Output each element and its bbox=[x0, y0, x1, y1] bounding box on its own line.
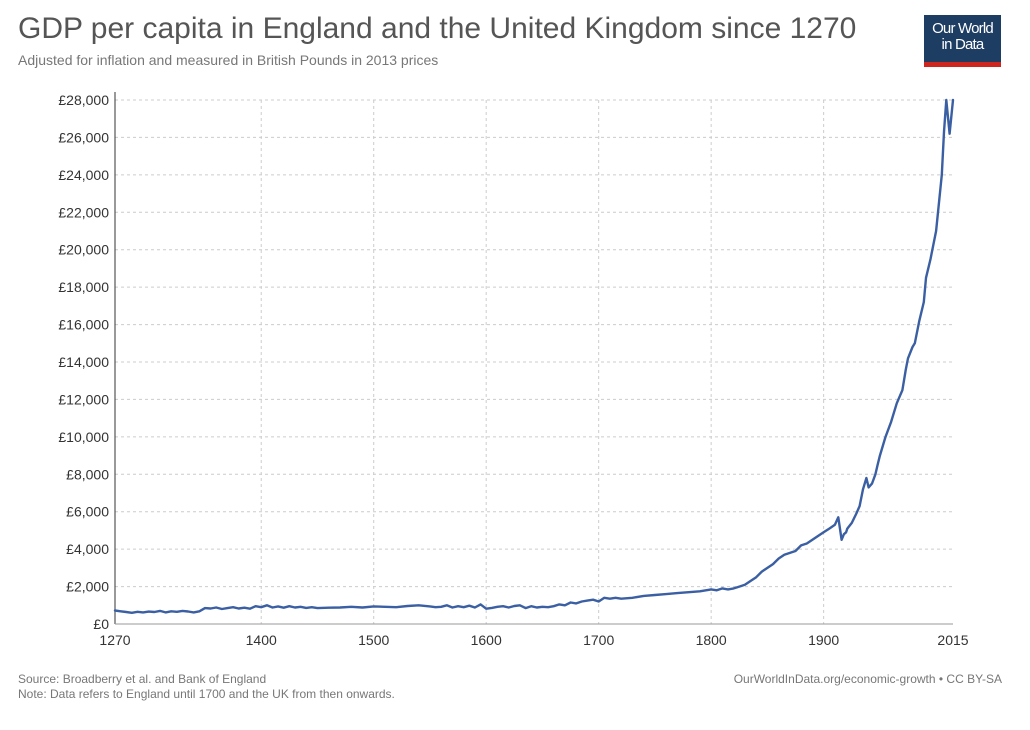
y-tick-label: £4,000 bbox=[66, 541, 109, 557]
x-tick-label: 1400 bbox=[246, 632, 277, 648]
gdp-per-capita-line bbox=[113, 98, 955, 614]
logo-text-line1: Our World bbox=[932, 20, 994, 37]
source-text: Source: Broadberry et al. and Bank of En… bbox=[18, 672, 267, 686]
y-tick-label: £10,000 bbox=[58, 429, 109, 445]
y-tick-label: £28,000 bbox=[58, 92, 109, 108]
x-tick-label: 2015 bbox=[937, 632, 968, 648]
y-tick-label: £16,000 bbox=[58, 317, 109, 333]
y-tick-label: £24,000 bbox=[58, 167, 109, 183]
x-tick-label: 1500 bbox=[358, 632, 389, 648]
x-tick-label: 1800 bbox=[696, 632, 727, 648]
note-text: Note: Data refers to England until 1700 … bbox=[18, 687, 395, 701]
y-tick-label: £22,000 bbox=[58, 204, 109, 220]
axes: £0 £2,000 £4,000 £6,000 £8,000 £10,000 £12,000… bbox=[58, 92, 969, 648]
x-tick-label: 1270 bbox=[99, 632, 130, 648]
chart-subtitle: Adjusted for inflation and measured in B… bbox=[18, 52, 439, 68]
y-tick-label: £26,000 bbox=[58, 129, 109, 145]
y-tick-label: £20,000 bbox=[58, 242, 109, 258]
x-tick-label: 1600 bbox=[471, 632, 502, 648]
logo-accent-bar bbox=[924, 62, 1001, 67]
line-chart: £0 £2,000 £4,000 £6,000 £8,000 £10,000 £12,000… bbox=[58, 92, 969, 648]
y-tick-label: £12,000 bbox=[58, 391, 109, 407]
y-tick-label: £14,000 bbox=[58, 354, 109, 370]
y-tick-label: £0 bbox=[93, 616, 109, 632]
y-tick-label: £6,000 bbox=[66, 504, 109, 520]
logo-text-line2: in Data bbox=[941, 36, 985, 53]
x-tick-label: 1700 bbox=[583, 632, 614, 648]
owid-logo[interactable]: Our World in Data bbox=[924, 15, 1001, 67]
series bbox=[113, 98, 955, 614]
gridlines bbox=[115, 99, 953, 624]
y-tick-label: £18,000 bbox=[58, 279, 109, 295]
credit-link[interactable]: OurWorldInData.org/economic-growth • CC … bbox=[733, 672, 1002, 686]
x-tick-label: 1900 bbox=[808, 632, 839, 648]
y-tick-label: £8,000 bbox=[66, 466, 109, 482]
y-tick-label: £2,000 bbox=[66, 579, 109, 595]
chart-title: GDP per capita in England and the United… bbox=[18, 12, 857, 45]
